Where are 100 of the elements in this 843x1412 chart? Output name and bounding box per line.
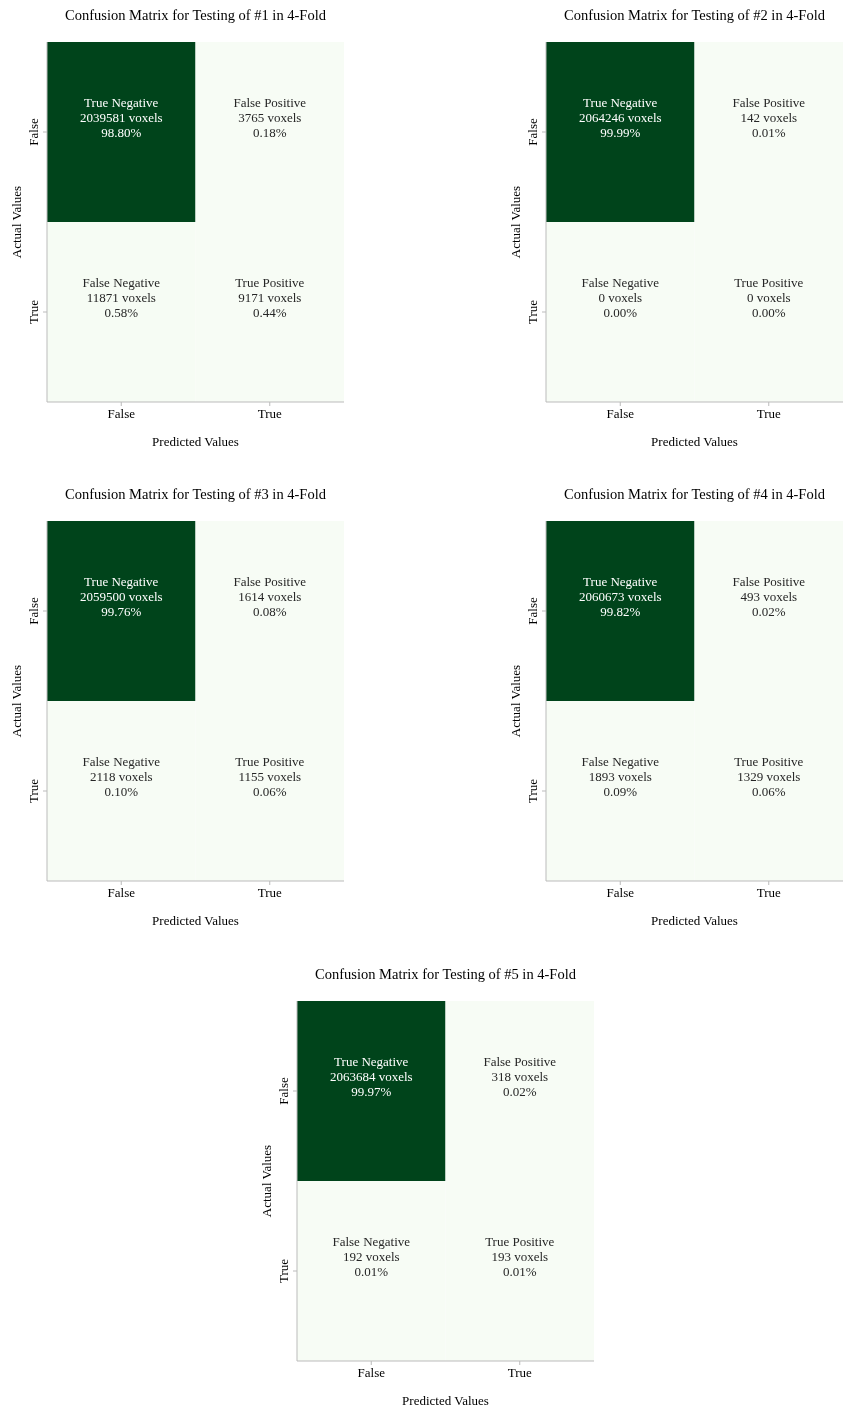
x-tick-label: False [107, 406, 136, 421]
data-label: 2064246 [578, 110, 625, 125]
data-label: 493 [740, 589, 760, 604]
annotation: 0.01% [751, 125, 786, 140]
annotation: voxels [627, 110, 662, 125]
annotation: 99.76% [101, 604, 142, 619]
annotation: 0.09% [603, 784, 638, 799]
x-tick-label: True [756, 406, 782, 421]
data-label: 2118 [89, 769, 116, 784]
data-label: 0 [746, 290, 754, 305]
annotation: voxels [756, 290, 791, 305]
annotation: 0.10% [104, 784, 139, 799]
data-label: 2060673 [578, 589, 625, 604]
annotation: 0.08% [252, 604, 287, 619]
data-label: 1329 [737, 769, 764, 784]
annotation: voxels [118, 769, 153, 784]
annotation: voxels [766, 769, 801, 784]
data-label: 9171 [238, 290, 265, 305]
annotation: True Positive [734, 275, 804, 290]
annotation: voxels [267, 769, 302, 784]
annotation: False Negative [82, 275, 161, 290]
annotation: False Positive [233, 95, 307, 110]
annotation: False Negative [581, 275, 660, 290]
x-axis-title: Predicted Values [402, 1393, 489, 1408]
y-tick-label: False [525, 118, 540, 146]
annotation: False Positive [483, 1054, 557, 1069]
annotation: True Positive [485, 1234, 555, 1249]
data-label: 2063684 [329, 1069, 376, 1084]
annotation: 0.00% [751, 305, 786, 320]
data-label: 3765 [238, 110, 265, 125]
annotation: voxels [378, 1069, 413, 1084]
annotation: True Negative [84, 95, 159, 110]
annotation: True Negative [334, 1054, 409, 1069]
annotation: 0.00% [603, 305, 638, 320]
y-tick-label: False [26, 118, 41, 146]
x-tick-label: False [107, 885, 136, 900]
y-tick-label: False [26, 597, 41, 625]
x-tick-label: True [756, 885, 782, 900]
annotation: 99.97% [351, 1084, 392, 1099]
annotation: False Positive [732, 95, 806, 110]
annotation: True Positive [235, 275, 305, 290]
annotation: False Positive [732, 574, 806, 589]
annotation: 99.82% [600, 604, 641, 619]
annotation: 0.06% [751, 784, 786, 799]
annotation: voxels [514, 1069, 549, 1084]
y-axis-title: Actual Values [9, 664, 24, 738]
x-tick-label: False [606, 885, 635, 900]
data-label: 142 [740, 110, 760, 125]
annotation: True Negative [583, 574, 658, 589]
y-tick-label: True [525, 299, 540, 325]
annotation: 0.01% [502, 1264, 537, 1279]
annotation: 0.58% [104, 305, 139, 320]
annotation: 0.18% [252, 125, 287, 140]
data-label: 1614 [238, 589, 265, 604]
annotation: voxels [627, 589, 662, 604]
y-tick-label: False [525, 597, 540, 625]
y-tick-label: True [26, 299, 41, 325]
x-axis-title: Predicted Values [152, 434, 239, 449]
x-axis-title: Predicted Values [152, 913, 239, 928]
annotation: voxels [617, 769, 652, 784]
annotation: voxels [267, 290, 302, 305]
annotation: voxels [365, 1249, 400, 1264]
annotation: 98.80% [101, 125, 142, 140]
data-label: 1155 [238, 769, 264, 784]
data-label: 1893 [588, 769, 615, 784]
x-tick-label: False [606, 406, 635, 421]
annotation: True Positive [734, 754, 804, 769]
y-axis-title: Actual Values [508, 664, 523, 738]
data-label: 0 [598, 290, 605, 305]
x-axis-title: Predicted Values [651, 434, 738, 449]
annotation: False Positive [233, 574, 307, 589]
annotation: voxels [128, 110, 163, 125]
y-axis-title: Actual Values [9, 185, 24, 259]
data-label: 11871 [86, 290, 119, 305]
annotation: 0.02% [502, 1084, 537, 1099]
chart-title: Confusion Matrix for Testing of #1 in 4-Fold [65, 7, 327, 23]
annotation: False Negative [332, 1234, 411, 1249]
chart-title: Confusion Matrix for Testing of #2 in 4-Fold [564, 7, 826, 23]
annotation: True Positive [235, 754, 305, 769]
annotation: voxels [608, 290, 643, 305]
annotation: voxels [763, 589, 798, 604]
annotation: voxels [128, 589, 163, 604]
annotation: True Negative [84, 574, 159, 589]
data-label: 2039581 [79, 110, 126, 125]
data-label: 318 [491, 1069, 511, 1084]
y-axis-title: Actual Values [508, 185, 523, 259]
data-label: 2059500 [79, 589, 126, 604]
chart-title: Confusion Matrix for Testing of #3 in 4-Fold [65, 486, 327, 502]
x-axis-title: Predicted Values [651, 913, 738, 928]
annotation: 99.99% [600, 125, 641, 140]
data-label: 192 [342, 1249, 363, 1264]
chart-title: Confusion Matrix for Testing of #4 in 4-Fold [564, 486, 826, 502]
annotation: voxels [514, 1249, 549, 1264]
annotation: voxels [121, 290, 156, 305]
annotation: 0.01% [354, 1264, 389, 1279]
annotation: False Negative [82, 754, 161, 769]
annotation: False Negative [581, 754, 660, 769]
chart-title: Confusion Matrix for Testing of #5 in 4-Fold [315, 966, 577, 982]
annotation: 0.06% [252, 784, 287, 799]
annotation: voxels [267, 589, 302, 604]
